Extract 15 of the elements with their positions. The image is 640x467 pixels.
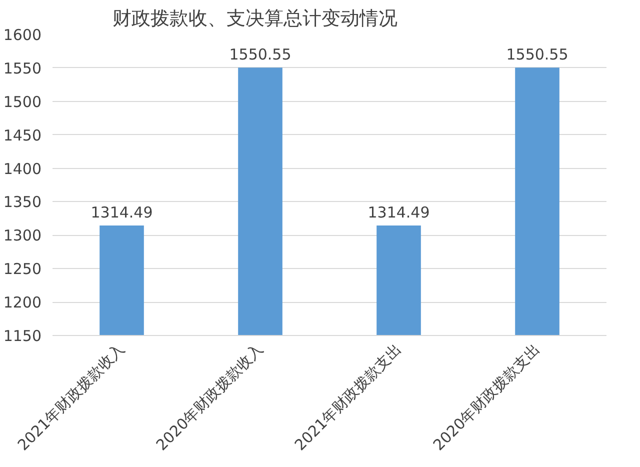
data-label: 1314.49 xyxy=(368,203,430,222)
y-tick-label: 1500 xyxy=(3,92,42,111)
data-label: 1550.55 xyxy=(506,46,568,64)
y-tick-label: 1250 xyxy=(3,260,42,278)
y-tick-label: 1600 xyxy=(3,26,42,44)
y-tick-label: 1200 xyxy=(3,294,42,312)
data-label: 1550.55 xyxy=(229,46,292,64)
y-tick-label: 1350 xyxy=(3,193,42,212)
y-tick-label: 1450 xyxy=(3,126,42,144)
y-tick-label: 1550 xyxy=(3,59,42,78)
y-tick-label: 1150 xyxy=(3,327,42,345)
y-tick-label: 1300 xyxy=(3,226,42,245)
chart-title: 财政拨款收、支决算总计变动情况 xyxy=(112,8,398,30)
data-label: 1314.49 xyxy=(90,203,153,222)
y-tick-label: 1400 xyxy=(3,160,42,178)
